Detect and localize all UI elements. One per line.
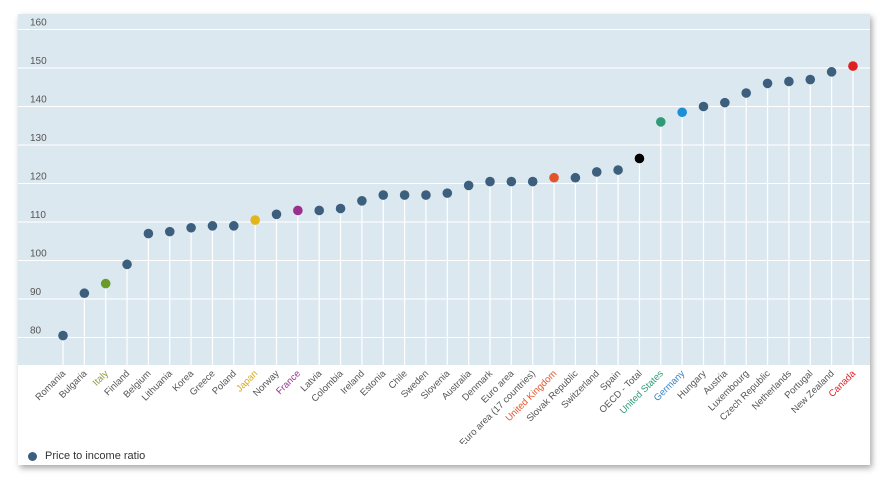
data-point (826, 67, 837, 77)
data-point (570, 172, 581, 183)
y-tick-label: 130 (30, 133, 47, 144)
data-point (250, 215, 260, 225)
data-point (293, 205, 303, 216)
x-tick-label: Poland (210, 368, 239, 397)
data-point (122, 259, 132, 270)
data-point (549, 172, 559, 183)
data-point (207, 221, 218, 231)
data-points (58, 61, 858, 341)
legend: Price to income ratio (28, 449, 145, 463)
data-point (677, 107, 687, 118)
data-point (784, 76, 794, 87)
data-point (848, 61, 858, 71)
legend-label: Price to income ratio (45, 450, 146, 462)
data-point (271, 209, 282, 220)
y-tick-label: 160 (30, 18, 47, 29)
data-point (143, 228, 154, 239)
x-tick-label: France (274, 368, 303, 397)
data-point (762, 78, 773, 89)
data-point (720, 97, 730, 108)
data-point (506, 176, 517, 187)
y-tick-label: 120 (30, 172, 47, 183)
data-point (613, 165, 623, 175)
data-point (399, 190, 410, 200)
data-point (335, 203, 346, 214)
data-point (485, 176, 495, 187)
data-point (314, 205, 325, 216)
stem-lines (62, 66, 854, 365)
y-tick-label: 90 (30, 287, 42, 298)
data-point (421, 190, 431, 200)
y-axis-ticks: 80 90 100 110 120 130 140 150 160 (30, 18, 47, 337)
data-point (79, 288, 90, 299)
data-point (698, 101, 709, 112)
data-point (58, 330, 68, 341)
data-point (164, 226, 175, 237)
data-point (229, 221, 239, 231)
y-tick-label: 150 (30, 56, 47, 67)
data-point (357, 196, 367, 206)
data-point (378, 190, 389, 200)
data-point (100, 278, 111, 289)
data-point (591, 167, 602, 177)
legend-marker (28, 451, 37, 461)
y-tick-label: 110 (30, 210, 46, 221)
data-point (527, 176, 538, 187)
y-tick-label: 140 (30, 95, 47, 106)
data-point (741, 88, 751, 98)
data-point (634, 153, 645, 164)
data-point (463, 180, 474, 191)
data-point (656, 117, 666, 127)
data-point (186, 222, 196, 233)
chart-frame: 80 90 100 110 120 130 140 150 160 Romania Bulgari… (18, 14, 870, 465)
y-tick-label: 100 (30, 249, 47, 260)
data-point (805, 74, 816, 85)
plot-area (18, 14, 870, 365)
price-to-income-chart: 80 90 100 110 120 130 140 150 160 RomaniaBulgari… (18, 14, 870, 444)
grid-lines (18, 29, 870, 338)
y-tick-label: 80 (30, 326, 42, 337)
data-point (442, 188, 453, 198)
